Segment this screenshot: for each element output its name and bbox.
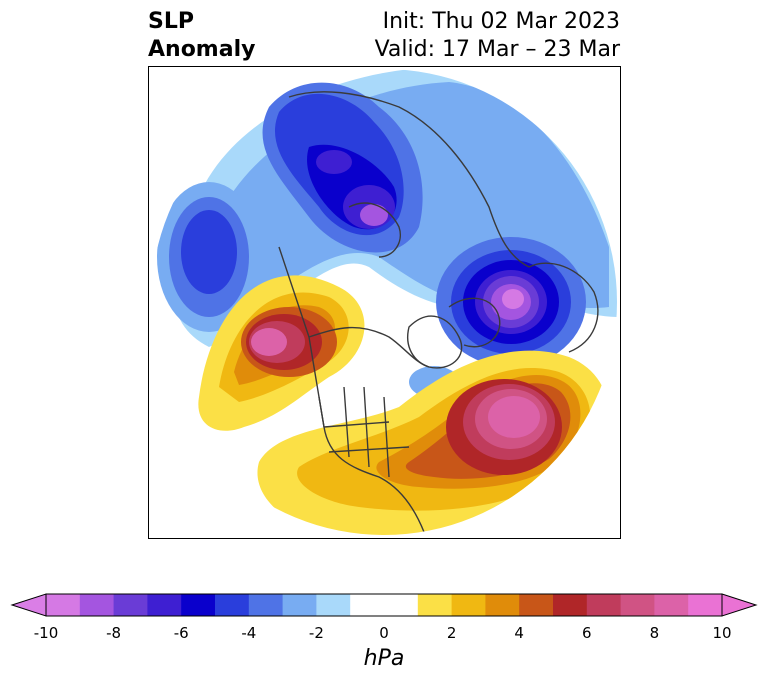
colorbar-segment: [553, 594, 588, 616]
colorbar-segment: [248, 594, 284, 616]
colorbar-segment: [282, 594, 317, 616]
colorbar-tick-label: 8: [649, 624, 660, 642]
colorbar-segment: [451, 594, 486, 616]
colorbar-segment: [654, 594, 689, 616]
colorbar-tick-label: 0: [379, 624, 389, 642]
colorbar-segment: [417, 594, 453, 616]
map-title: SLP Anomaly: [148, 8, 255, 64]
colorbar-segment: [316, 594, 351, 616]
colorbar-tick-label: -8: [106, 624, 122, 642]
colorbar-unit-label: hPa: [363, 646, 405, 671]
init-date: Init: Thu 02 Mar 2023: [382, 9, 620, 34]
colorbar-tick-label: 10: [712, 624, 732, 642]
colorbar-extend-min: [10, 593, 47, 617]
scandinavia-low: [436, 237, 586, 367]
colorbar-border: [45, 593, 723, 617]
colorbar-segment: [519, 594, 554, 616]
colorbar-segment: [147, 594, 182, 616]
valid-date: Valid: 17 Mar – 23 Mar: [374, 37, 620, 62]
colorbar-tick-label: -2: [308, 624, 324, 642]
siberia-arctic-low: [262, 82, 423, 253]
colorbar-tick-label: -10: [33, 624, 59, 642]
colorbar-segment: [586, 594, 622, 616]
colorbar-tick-label: -4: [241, 624, 257, 642]
colorbar-extend-max: [721, 593, 758, 617]
north-pacific-low: [157, 182, 261, 332]
colorbar-tick-label: 6: [582, 624, 592, 642]
colorbar-tick-label: 2: [446, 624, 457, 642]
colorbar: [10, 593, 758, 617]
colorbar-segment: [79, 594, 115, 616]
alaska-high: [198, 275, 365, 431]
date-info: Init: Thu 02 Mar 2023 Valid: 17 Mar – 23…: [375, 8, 620, 64]
colorbar-segment: [620, 594, 655, 616]
title-line-2: Anomaly: [148, 37, 256, 62]
colorbar-tick-label: 4: [514, 624, 524, 642]
colorbar-segment: [215, 594, 250, 616]
colorbar-segment: [46, 594, 81, 616]
colorbar-segment: [113, 594, 148, 616]
colorbar-segment: [688, 594, 723, 616]
colorbar-segment: [485, 594, 520, 616]
colorbar-segment: [350, 594, 385, 616]
colorbar-segment: [384, 594, 419, 616]
colorbar-tick-label: -6: [173, 624, 189, 642]
coastlines: [278, 91, 599, 533]
slp-anomaly-map: [148, 66, 621, 539]
title-line-1: SLP: [148, 9, 194, 34]
colorbar-segment: [181, 594, 216, 616]
